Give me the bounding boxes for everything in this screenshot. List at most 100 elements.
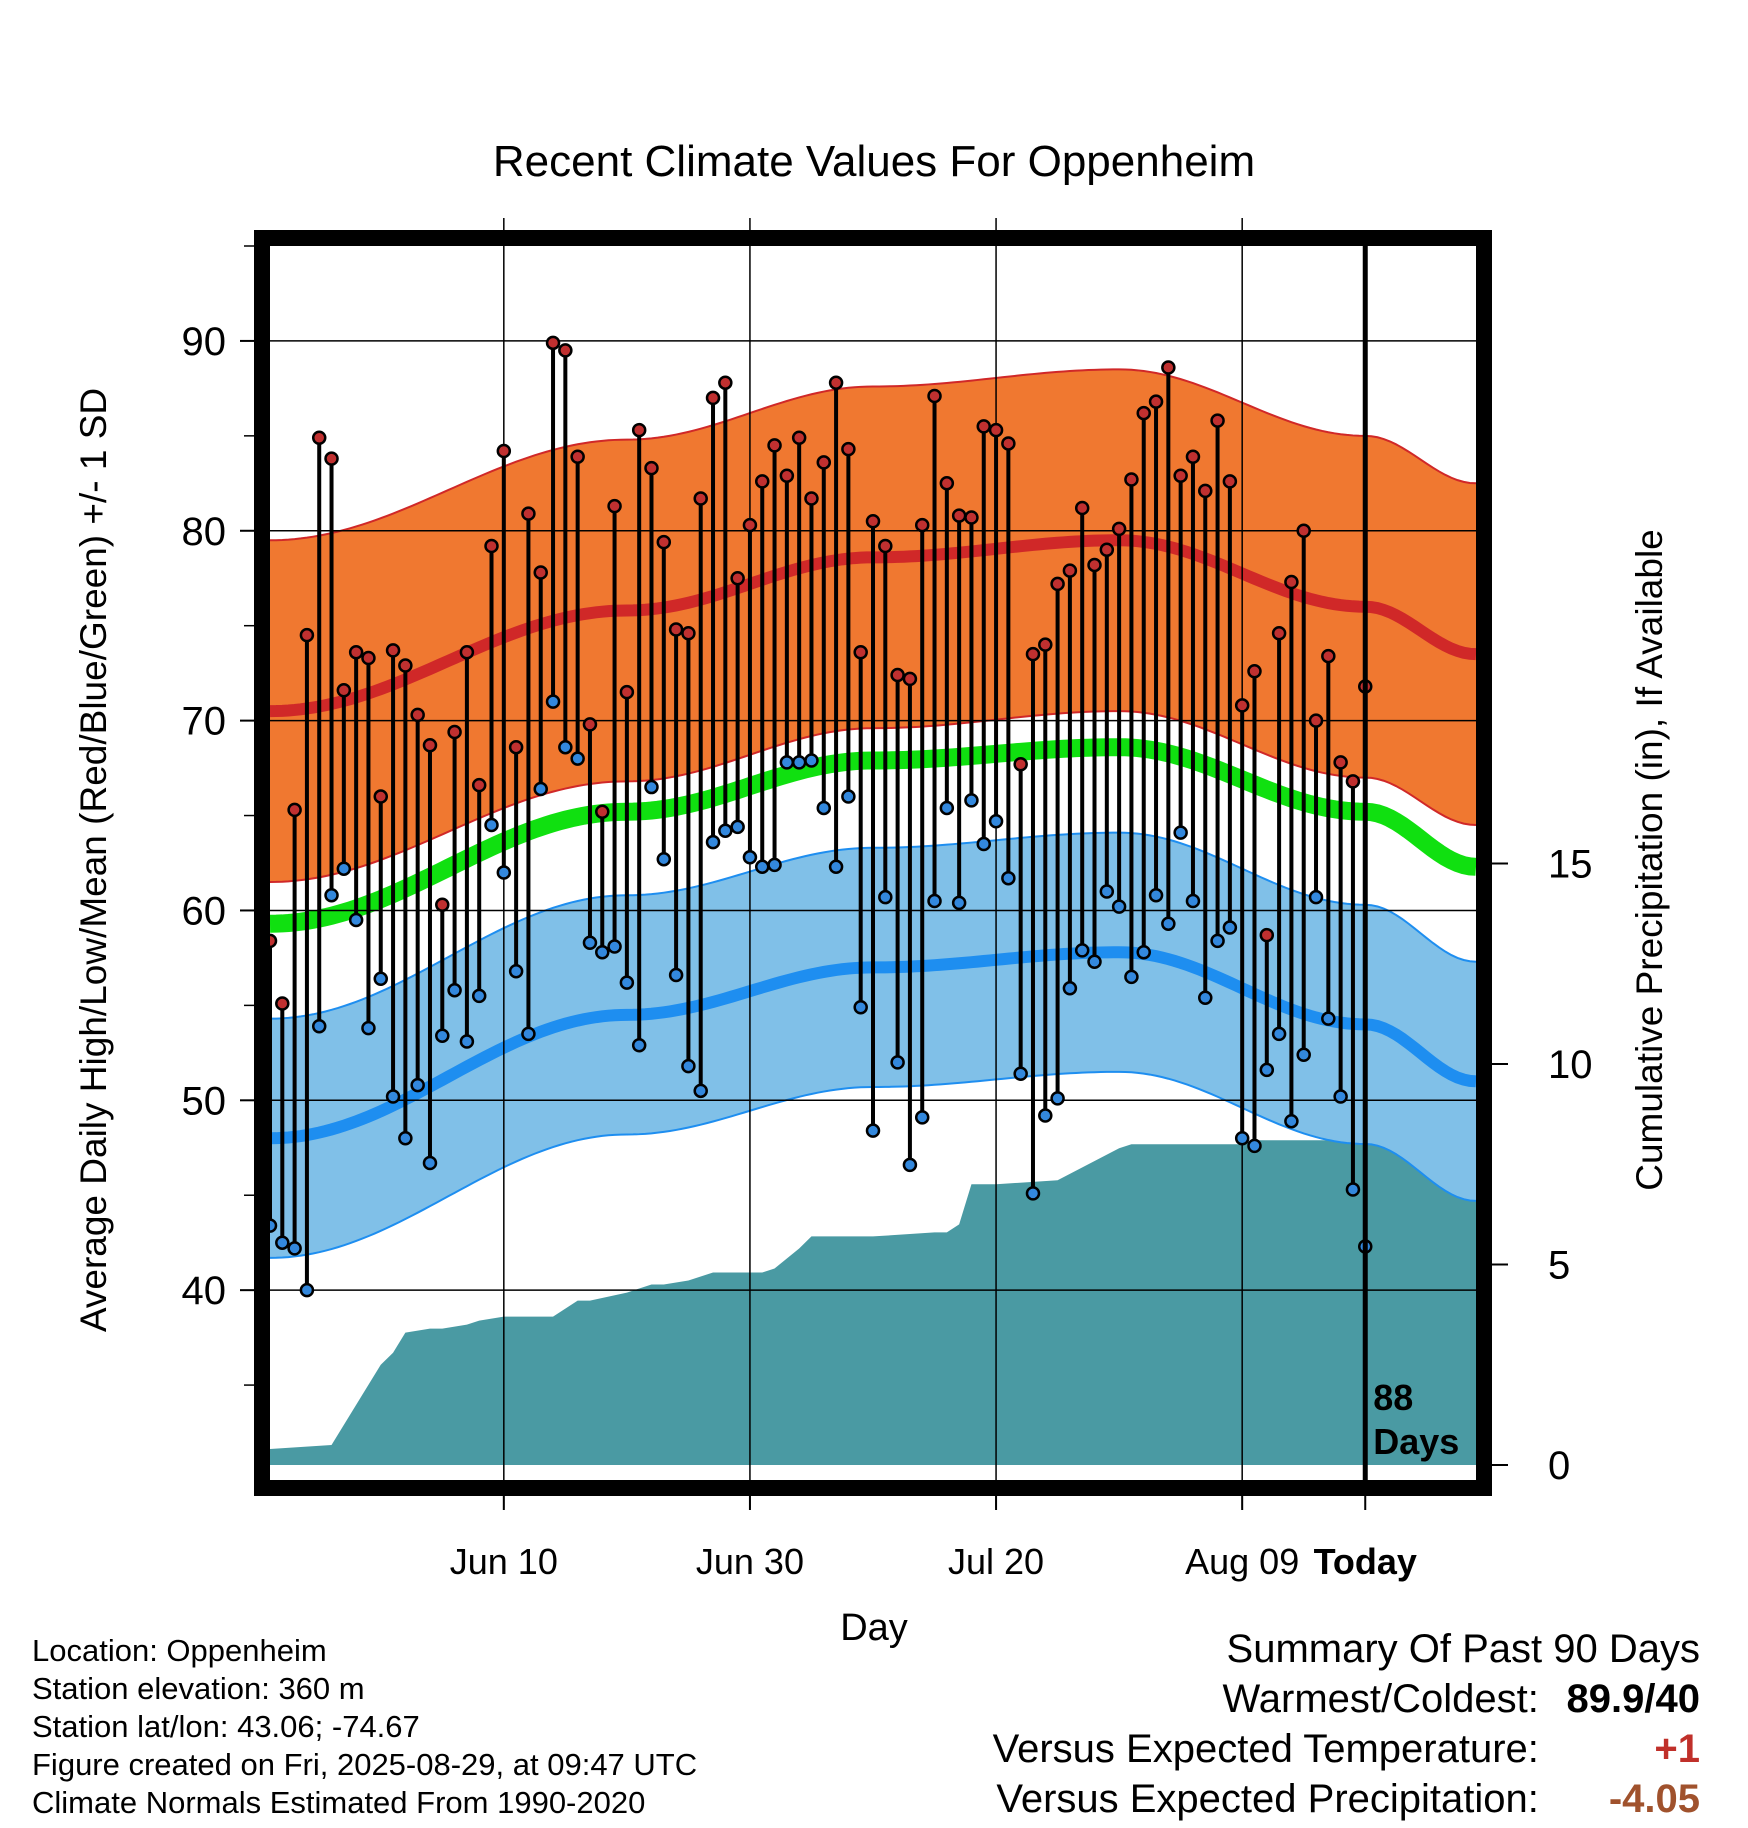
plot-frame <box>254 230 1492 1496</box>
daily-low-point <box>385 1089 401 1104</box>
daily-low-point <box>521 1026 536 1042</box>
daily-low-point <box>1025 1186 1041 1201</box>
today-days-label: Days <box>1373 1421 1459 1462</box>
daily-high-point <box>521 506 536 521</box>
daily-low-point <box>1001 870 1016 886</box>
daily-low-point <box>1345 1182 1361 1197</box>
daily-low-point <box>1148 888 1164 903</box>
daily-low-point <box>914 1110 930 1125</box>
elevation-text: Station elevation: 360 m <box>32 1671 365 1706</box>
summary-panel: Summary Of Past 90 Days Warmest/Coldest:… <box>993 1624 1700 1824</box>
daily-high-point <box>459 645 475 660</box>
daily-low-point <box>607 939 622 954</box>
temp-label: Versus Expected Temperature: <box>992 1727 1539 1771</box>
daily-high-point <box>631 422 647 438</box>
daily-high-point <box>545 335 561 351</box>
daily-low-point <box>742 850 758 865</box>
daily-high-point <box>976 419 992 434</box>
y2-tick-label: 15 <box>1548 843 1593 887</box>
daily-low-point <box>1234 1131 1250 1146</box>
daily-low-point <box>447 982 462 998</box>
chart-title: Recent Climate Values For Oppenheim <box>493 137 1255 186</box>
daily-high-point <box>1173 468 1188 483</box>
y-axis-label: Average Daily High/Low/Mean (Red/Blue/Gr… <box>73 388 114 1332</box>
daily-high-point <box>410 707 425 723</box>
daily-low-point <box>496 865 512 880</box>
daily-low-point <box>1038 1108 1053 1123</box>
daily-high-point <box>668 622 684 637</box>
daily-high-point <box>447 724 462 740</box>
daily-low-point <box>410 1077 425 1093</box>
daily-low-point <box>435 1028 450 1044</box>
daily-high-point <box>595 804 610 819</box>
daily-high-point <box>619 684 635 700</box>
temp-value: +1 <box>1654 1727 1700 1771</box>
y2-tick-label: 5 <box>1548 1244 1570 1288</box>
daily-high-point <box>275 996 290 1011</box>
daily-low-point <box>398 1131 413 1146</box>
daily-high-point <box>914 517 930 533</box>
daily-low-point <box>336 861 352 876</box>
daily-low-point <box>459 1034 475 1049</box>
daily-high-point <box>902 671 918 687</box>
x-tick-label: Jun 10 <box>450 1541 558 1582</box>
daily-low-point <box>927 893 942 909</box>
daily-low-point <box>1013 1066 1028 1081</box>
daily-low-point <box>1111 899 1127 914</box>
daily-low-point <box>939 800 955 816</box>
daily-high-point <box>656 534 672 550</box>
daily-high-point <box>939 476 955 491</box>
y-tick-label: 50 <box>182 1079 227 1123</box>
daily-high-point <box>1136 405 1151 421</box>
daily-low-point <box>754 859 770 875</box>
daily-high-point <box>311 430 327 445</box>
daily-low-point <box>1087 954 1102 969</box>
warmest-value: 89.9/40 <box>1566 1677 1700 1721</box>
daily-high-point <box>1234 698 1250 713</box>
daily-low-point <box>348 912 364 928</box>
daily-high-point <box>1001 436 1016 451</box>
daily-low-point <box>1050 1091 1065 1106</box>
daily-low-point <box>1062 981 1078 996</box>
daily-low-point <box>865 1123 881 1138</box>
daily-low-point <box>668 967 684 983</box>
latlon-text: Station lat/lon: 43.06; -74.67 <box>32 1709 420 1744</box>
daily-high-point <box>644 460 659 476</box>
daily-low-point <box>1173 825 1188 840</box>
daily-high-point <box>533 565 548 580</box>
daily-low-point <box>964 793 979 808</box>
daily-high-point <box>1062 563 1078 578</box>
daily-low-point <box>570 751 585 766</box>
y2-tick-label: 10 <box>1548 1043 1593 1087</box>
daily-high-point <box>767 438 782 453</box>
daily-high-point <box>791 430 807 445</box>
precipitation-area <box>270 1112 1476 1465</box>
daily-low-point <box>1321 1011 1336 1026</box>
daily-low-point <box>1308 889 1324 905</box>
daily-high-point <box>1185 449 1201 464</box>
daily-high-point <box>718 375 733 390</box>
daily-low-point <box>1099 884 1115 899</box>
daily-high-point <box>385 643 401 658</box>
daily-high-point <box>754 474 770 489</box>
daily-high-point <box>287 802 302 818</box>
daily-high-point <box>558 343 573 358</box>
daily-low-point <box>582 935 598 950</box>
x-tick-label: Jul 20 <box>948 1541 1044 1582</box>
daily-high-point <box>398 658 413 673</box>
daily-low-point <box>275 1235 290 1250</box>
daily-high-point <box>299 627 315 643</box>
daily-high-point <box>1222 474 1238 489</box>
daily-high-point <box>1111 521 1127 537</box>
x-tick-label: Jun 30 <box>696 1541 804 1582</box>
daily-low-point <box>545 694 561 709</box>
y-tick-label: 70 <box>182 700 227 744</box>
daily-high-point <box>471 777 487 793</box>
daily-high-point <box>324 451 339 466</box>
daily-high-point <box>1050 576 1065 592</box>
daily-low-point <box>779 755 795 770</box>
daily-low-point <box>1210 933 1225 949</box>
summary-temp-row: Versus Expected Temperature: +1 <box>993 1724 1700 1774</box>
